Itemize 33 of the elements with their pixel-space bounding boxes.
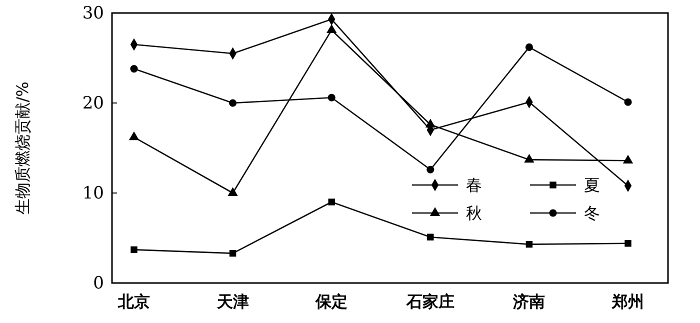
legend-label: 春 [466, 176, 482, 195]
point [326, 24, 337, 34]
point [624, 98, 632, 106]
x-tick-label: 保定 [314, 292, 348, 311]
x-tick-label: 天津 [216, 292, 249, 311]
legend-label: 冬 [584, 204, 600, 223]
legend-label: 夏 [584, 176, 600, 195]
point [130, 246, 138, 254]
y-tick-label: 10 [82, 183, 104, 204]
point [624, 240, 632, 247]
point [328, 198, 335, 206]
legend-label: 秋 [466, 204, 482, 223]
point [130, 65, 138, 73]
y-tick-label: 0 [93, 273, 104, 294]
point [229, 99, 237, 107]
point [524, 154, 534, 163]
point [427, 234, 434, 240]
x-tick-label: 郑州 [611, 292, 644, 311]
x-tick-label: 石家庄 [405, 292, 454, 311]
point [228, 187, 238, 196]
point [426, 166, 434, 174]
x-tick-label: 北京 [117, 292, 150, 311]
point [425, 118, 436, 128]
point [229, 250, 236, 257]
y-tick-label: 20 [82, 93, 104, 114]
point [525, 43, 533, 51]
y-tick-label: 30 [82, 3, 104, 24]
point [128, 131, 140, 140]
point [526, 240, 533, 248]
x-tick-label: 济南 [512, 292, 546, 311]
point [328, 94, 336, 102]
point [622, 154, 634, 164]
y-axis-title: 生物质燃烧贡献/% [13, 82, 32, 214]
